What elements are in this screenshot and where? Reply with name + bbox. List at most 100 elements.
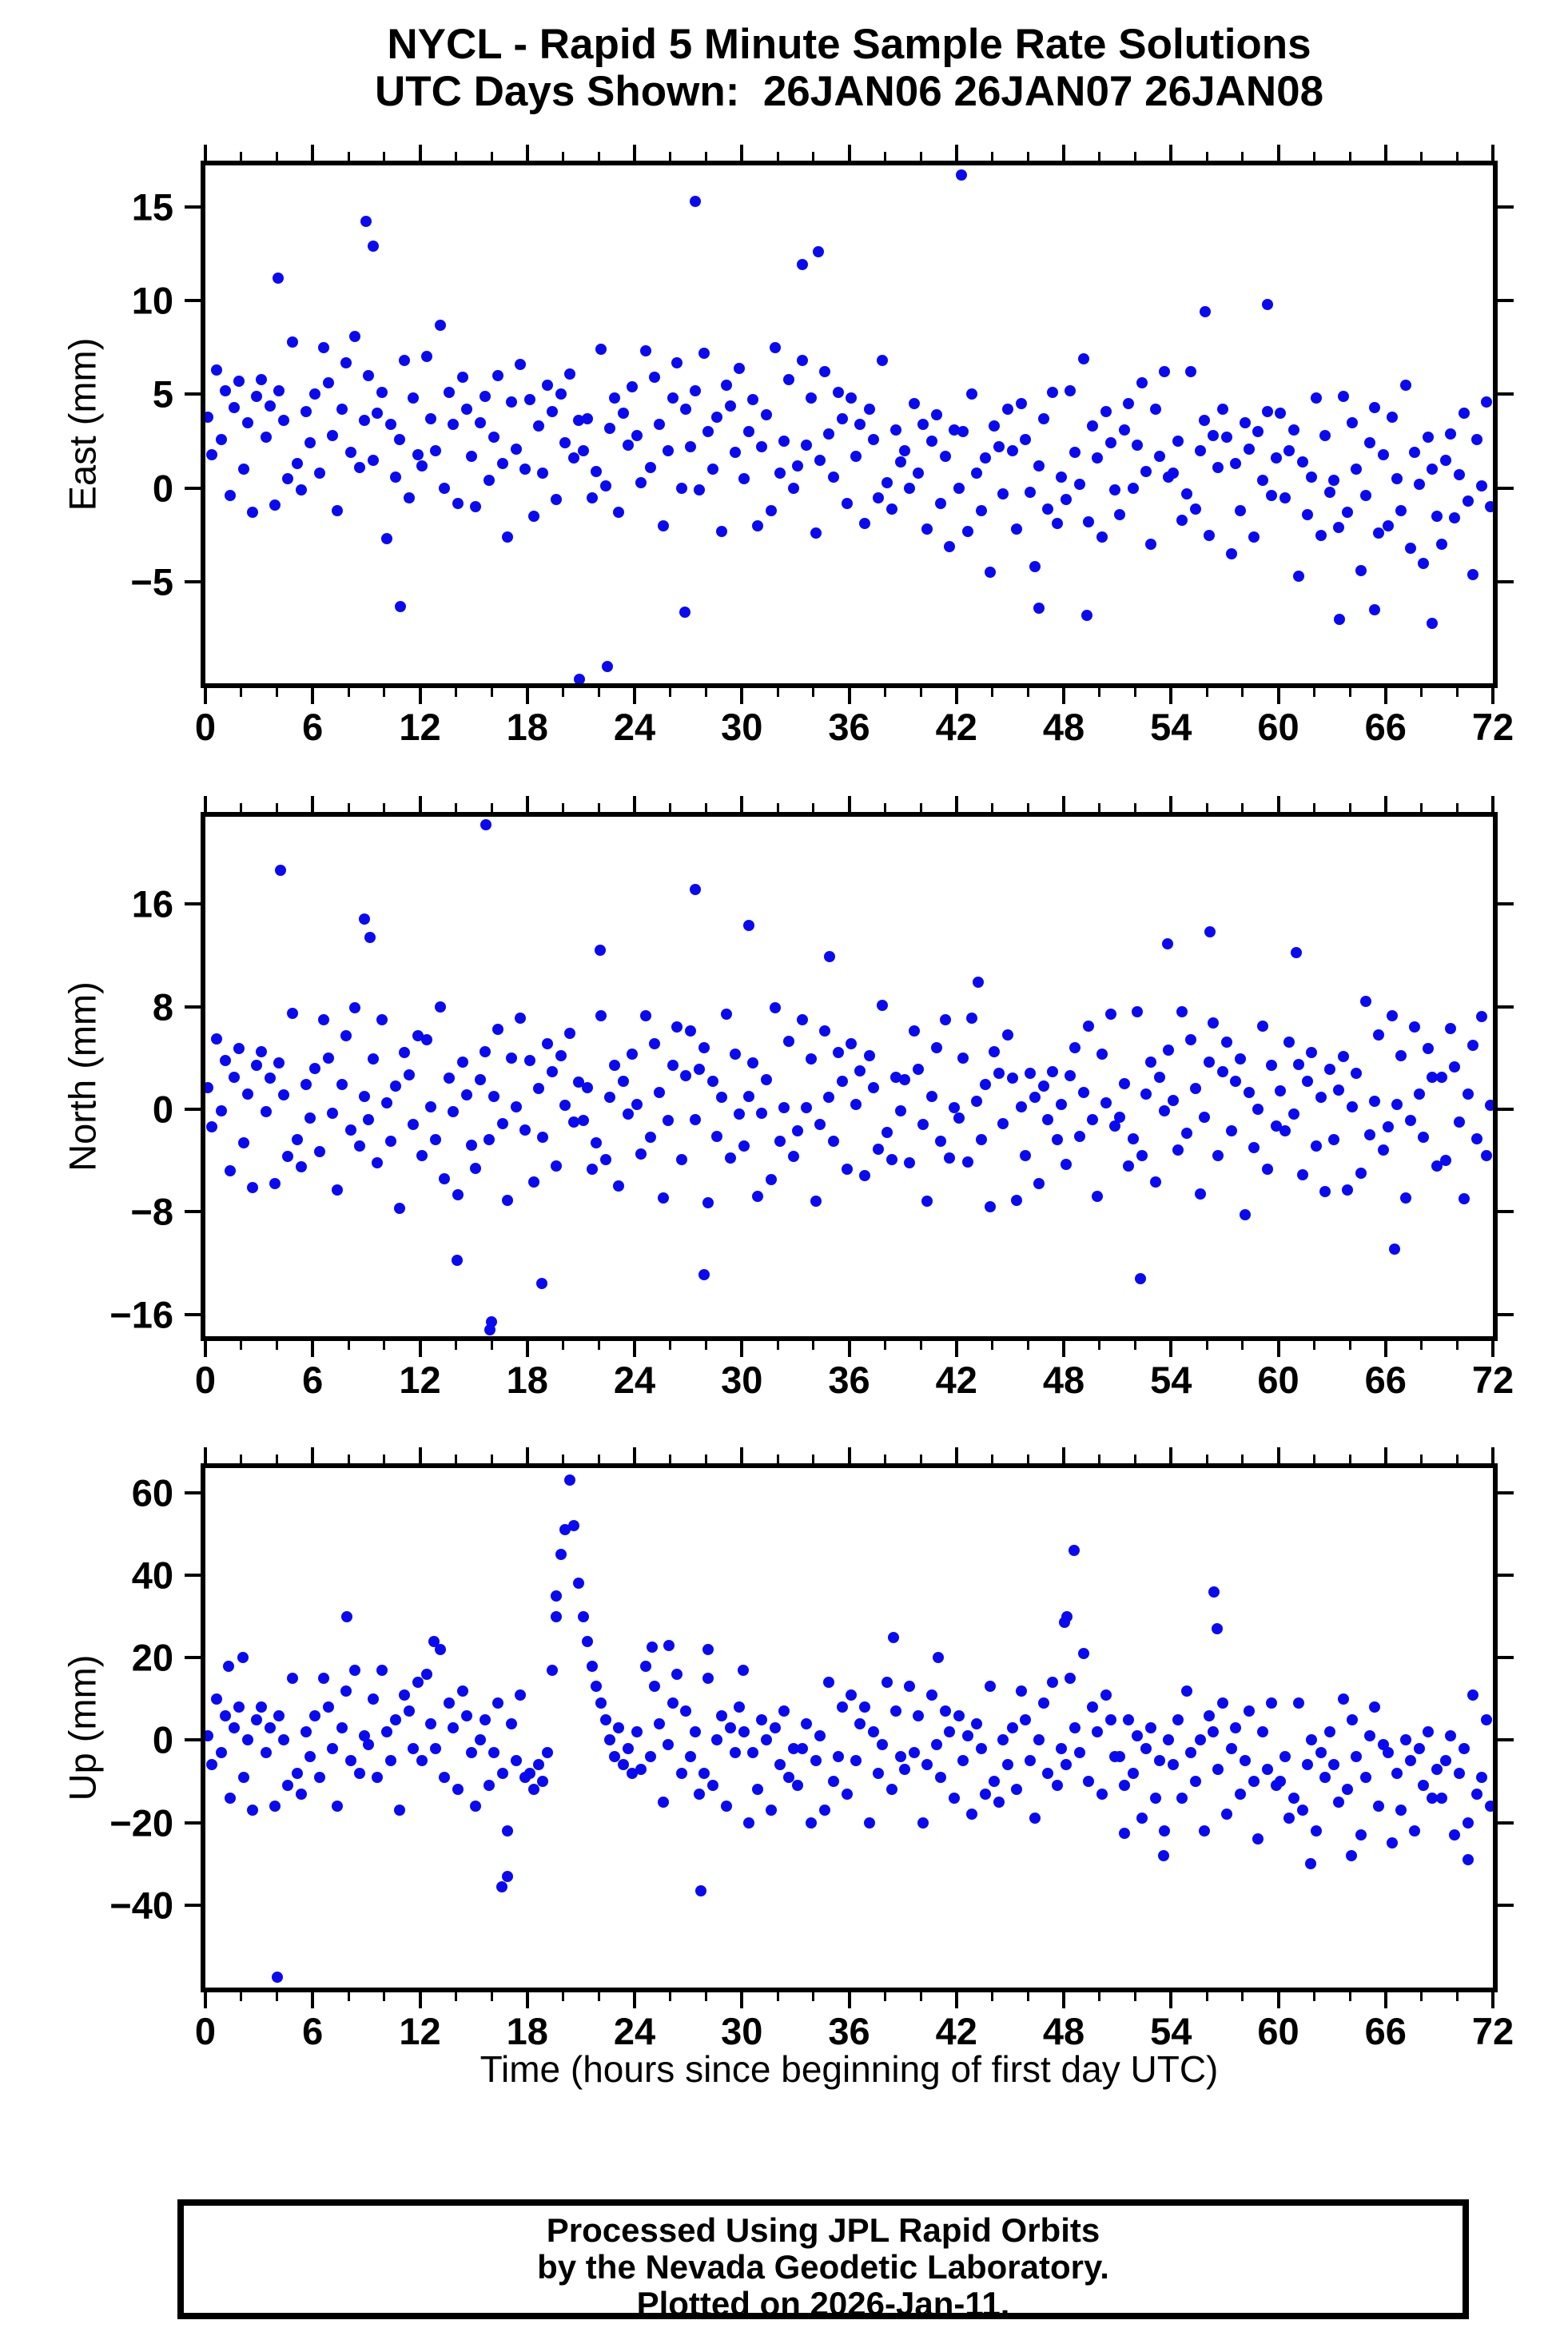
x-tick <box>1134 152 1136 161</box>
data-point <box>282 1780 294 1792</box>
x-tick-label: 48 <box>1042 2010 1085 2052</box>
data-point <box>1194 1188 1206 1200</box>
data-point <box>997 1117 1009 1129</box>
data-point <box>823 1092 835 1104</box>
data-point <box>1212 1763 1224 1775</box>
x-tick-label: 36 <box>828 706 870 748</box>
data-point <box>372 1771 384 1783</box>
data-point <box>1002 1029 1014 1041</box>
data-point <box>510 443 522 455</box>
data-point <box>555 388 567 400</box>
data-point <box>1418 1132 1430 1144</box>
data-point <box>1176 1005 1188 1017</box>
data-point <box>1252 1103 1264 1115</box>
data-point <box>975 1134 987 1146</box>
data-point <box>1463 495 1474 507</box>
data-point <box>242 416 254 428</box>
x-tick <box>454 803 457 812</box>
y-tick-label: 5 <box>152 372 173 416</box>
data-point <box>519 464 531 476</box>
data-point <box>1154 1755 1166 1767</box>
data-point <box>510 1100 522 1112</box>
x-tick <box>418 796 422 812</box>
data-point <box>599 1713 611 1725</box>
data-point <box>237 1136 249 1148</box>
x-tick <box>383 688 386 697</box>
data-point <box>456 372 468 384</box>
data-point <box>980 452 992 464</box>
x-tick <box>954 688 958 704</box>
x-tick <box>525 796 529 812</box>
data-point <box>372 1157 384 1169</box>
data-point <box>309 1062 321 1074</box>
x-tick <box>276 1455 278 1463</box>
data-point <box>1203 1709 1215 1721</box>
data-point <box>559 1100 571 1112</box>
data-point <box>1395 1049 1407 1061</box>
data-point <box>425 1717 437 1729</box>
data-point <box>706 1075 718 1087</box>
data-point <box>622 1108 634 1120</box>
data-point <box>492 1024 504 1036</box>
data-point <box>756 441 768 453</box>
data-point <box>475 1734 487 1746</box>
x-tick <box>240 1992 243 2001</box>
x-tick <box>204 145 207 161</box>
x-tick <box>1062 688 1065 704</box>
data-point <box>1190 503 1202 515</box>
data-point <box>917 1817 929 1829</box>
y-tick <box>1498 1821 1514 1825</box>
x-tick <box>705 688 707 697</box>
data-point <box>394 600 406 612</box>
x-tick <box>1455 1992 1459 2001</box>
data-point <box>742 426 754 438</box>
data-point <box>1082 1776 1094 1788</box>
data-point <box>535 1278 547 1290</box>
data-point <box>1467 568 1478 580</box>
data-point <box>1100 1096 1112 1108</box>
x-tick <box>669 1455 672 1463</box>
data-point <box>608 1751 620 1763</box>
data-point <box>1212 462 1224 473</box>
x-tick-label: 54 <box>1150 1359 1192 1401</box>
data-point <box>389 1713 401 1725</box>
x-tick <box>1383 145 1387 161</box>
data-point <box>532 1083 544 1095</box>
data-point <box>224 1792 236 1804</box>
x-tick <box>1276 1341 1280 1357</box>
data-point <box>1172 1144 1184 1156</box>
data-point <box>265 1722 277 1733</box>
data-point <box>1025 1755 1037 1767</box>
x-tick <box>454 1341 457 1350</box>
x-tick <box>883 803 886 812</box>
x-tick <box>740 796 744 812</box>
data-point <box>428 1635 440 1647</box>
y-tick-label: 10 <box>131 279 173 322</box>
data-point <box>1290 947 1302 959</box>
data-point <box>635 476 647 488</box>
x-tick <box>776 152 779 161</box>
data-point <box>671 1668 683 1680</box>
page-title: NYCL - Rapid 5 Minute Sample Rate Soluti… <box>205 21 1493 115</box>
data-point <box>859 518 871 530</box>
data-point <box>246 507 258 519</box>
data-point <box>237 464 249 476</box>
data-point <box>841 1164 853 1176</box>
data-point <box>1069 1722 1080 1733</box>
data-point <box>408 1742 420 1754</box>
data-point <box>720 379 732 391</box>
data-point <box>604 422 616 434</box>
data-point <box>1096 1788 1108 1800</box>
data-point <box>823 950 835 962</box>
x-tick <box>669 1341 672 1350</box>
data-point <box>1292 1058 1304 1070</box>
data-point <box>792 1780 804 1792</box>
x-tick <box>1455 152 1459 161</box>
data-point <box>1266 1697 1278 1709</box>
data-point <box>702 1197 714 1209</box>
data-point <box>1435 1071 1447 1083</box>
y-tick <box>1498 580 1514 584</box>
data-point <box>837 1075 849 1087</box>
data-point <box>782 373 794 385</box>
x-tick <box>1026 688 1029 697</box>
